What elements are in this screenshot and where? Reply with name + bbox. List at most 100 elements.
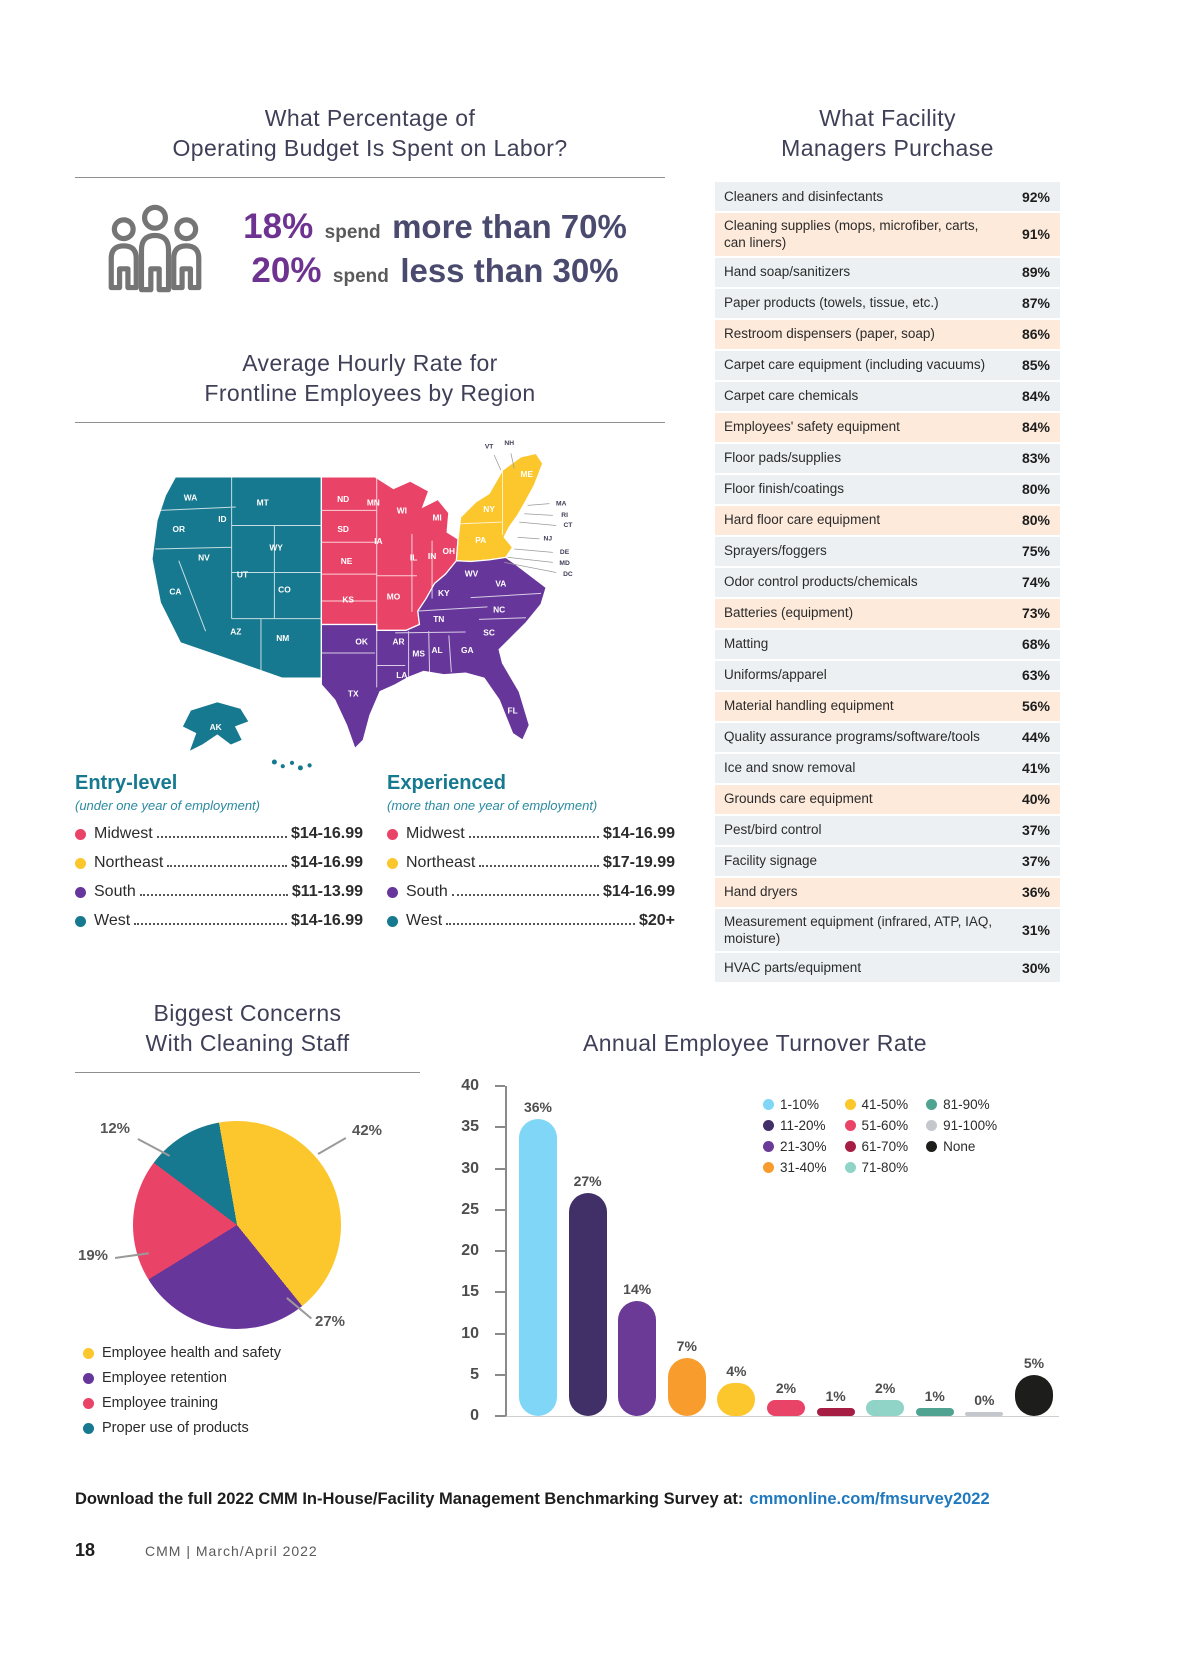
rates-title-line1: Average Hourly Rate for bbox=[242, 350, 498, 376]
labor-mid-2: spend bbox=[332, 266, 389, 287]
y-axis-tick bbox=[495, 1167, 505, 1170]
turnover-legend-dot bbox=[844, 1162, 856, 1173]
labor-pct-2: 20% bbox=[251, 251, 322, 290]
turnover-legend-item: 51-60% bbox=[844, 1115, 908, 1136]
purchase-item-label: Matting bbox=[724, 636, 769, 652]
y-axis-label: 15 bbox=[461, 1283, 479, 1301]
bar-value-label: 2% bbox=[875, 1379, 896, 1396]
purchase-item-label: Sprayers/foggers bbox=[724, 543, 827, 559]
bar-91-100%: 0% bbox=[965, 1392, 1004, 1416]
rate-item: West $20+ bbox=[387, 912, 675, 930]
rate-value: $20+ bbox=[638, 912, 675, 929]
purchase-row: Restroom dispensers (paper, soap) 86% bbox=[715, 319, 1060, 349]
state-label-ky: KY bbox=[438, 588, 450, 598]
turnover-legend-label: 81-90% bbox=[943, 1097, 990, 1112]
purchase-item-value: 86% bbox=[1021, 326, 1050, 343]
bar-1-10%: 36% bbox=[519, 1099, 557, 1416]
y-axis-label: 30 bbox=[461, 1159, 479, 1177]
turnover-legend-label: 61-70% bbox=[861, 1139, 909, 1154]
hourly-rates-section: Average Hourly Rate for Frontline Employ… bbox=[75, 348, 675, 956]
entry-level-list: Midwest $14-16.99 Northeast $14-16.99 South $… bbox=[75, 825, 363, 930]
turnover-legend-item: 81-90% bbox=[926, 1094, 997, 1115]
pie-legend-item: Proper use of products bbox=[83, 1420, 281, 1436]
state-label-pa: PA bbox=[475, 535, 486, 545]
bar-71-80%: 2% bbox=[866, 1380, 905, 1416]
region-hawaii bbox=[271, 759, 312, 771]
pie-legend: Employee health and safety Employee reten… bbox=[83, 1345, 281, 1445]
labor-section: What Percentage of Operating Budget Is S… bbox=[75, 103, 665, 296]
purchase-row: Ice and snow removal 41% bbox=[715, 753, 1060, 783]
state-label-ar: AR bbox=[392, 637, 404, 647]
y-axis-tick bbox=[495, 1291, 505, 1294]
bar-value-label: 5% bbox=[1023, 1354, 1045, 1371]
bar-value-label: 36% bbox=[523, 1099, 553, 1115]
state-label-ga: GA bbox=[461, 645, 474, 655]
state-label-wi: WI bbox=[397, 506, 407, 516]
purchase-item-value: 80% bbox=[1021, 512, 1050, 529]
bar-value-label: 1% bbox=[924, 1387, 945, 1404]
purchase-item-value: 89% bbox=[1021, 264, 1050, 281]
purchase-item-label: Batteries (equipment) bbox=[724, 605, 854, 621]
pie-label-42: 42% bbox=[352, 1122, 383, 1139]
rate-value: $14-16.99 bbox=[290, 825, 363, 842]
turnover-legend-item: 71-80% bbox=[844, 1157, 909, 1178]
download-link[interactable]: cmmonline.com/fmsurvey2022 bbox=[749, 1490, 990, 1508]
turnover-legend-dot bbox=[926, 1099, 938, 1110]
purchase-item-label: Floor pads/supplies bbox=[724, 450, 842, 466]
state-label-id: ID bbox=[218, 514, 226, 524]
purchase-item-value: 63% bbox=[1021, 667, 1050, 684]
rate-item: Midwest $14-16.99 bbox=[387, 825, 675, 843]
purchase-row: Sprayers/foggers 75% bbox=[715, 536, 1060, 566]
concerns-title: Biggest Concerns With Cleaning Staff bbox=[75, 998, 420, 1058]
y-axis-tick bbox=[495, 1332, 505, 1335]
rate-value: $17-19.99 bbox=[602, 854, 675, 871]
pie-legend-item: Employee health and safety bbox=[83, 1345, 281, 1361]
state-label-oh: OH bbox=[443, 546, 456, 556]
state-label-de: DE bbox=[560, 549, 570, 556]
pie-legend-dot bbox=[83, 1372, 94, 1384]
state-label-ks: KS bbox=[342, 595, 354, 605]
purchase-item-value: 41% bbox=[1021, 760, 1050, 777]
pie-legend-dot bbox=[83, 1422, 94, 1434]
purchase-item-value: 92% bbox=[1021, 188, 1050, 205]
purchase-row: Cleaning supplies (mops, microfiber, car… bbox=[715, 213, 1060, 256]
rates-title-line2: Frontline Employees by Region bbox=[204, 380, 536, 406]
state-label-ms: MS bbox=[412, 648, 425, 658]
turnover-legend-label: 41-50% bbox=[861, 1097, 909, 1112]
labor-title: What Percentage of Operating Budget Is S… bbox=[75, 103, 665, 163]
region-label: Midwest bbox=[94, 825, 153, 842]
purchases-title-line1: What Facility bbox=[819, 105, 956, 131]
purchase-item-value: 73% bbox=[1021, 605, 1050, 622]
labor-title-line2: Operating Budget Is Spent on Labor? bbox=[172, 135, 568, 161]
state-label-il: IL bbox=[410, 553, 417, 563]
turnover-legend-item: None bbox=[926, 1136, 997, 1157]
turnover-legend-label: None bbox=[943, 1139, 976, 1154]
y-axis-label: 20 bbox=[461, 1242, 479, 1259]
state-label-wy: WY bbox=[269, 543, 283, 553]
labor-stat-line1: 18% spend more than 70% bbox=[205, 207, 665, 247]
bar-value-label: 14% bbox=[623, 1280, 652, 1297]
purchase-item-label: Ice and snow removal bbox=[724, 760, 856, 776]
turnover-legend-label: 71-80% bbox=[861, 1160, 909, 1175]
purchase-item-label: Facility signage bbox=[724, 853, 818, 869]
dotted-leader bbox=[156, 826, 287, 838]
y-axis-tick bbox=[495, 1085, 505, 1087]
turnover-legend-item: 1-10% bbox=[763, 1094, 827, 1115]
rate-item: Midwest $14-16.99 bbox=[75, 825, 363, 843]
pie-legend-item: Employee retention bbox=[83, 1370, 281, 1386]
turnover-legend-label: 31-40% bbox=[780, 1160, 827, 1175]
pie-legend-label: Proper use of products bbox=[102, 1420, 249, 1436]
y-axis-tick bbox=[495, 1208, 505, 1211]
purchase-row: Floor pads/supplies 83% bbox=[715, 443, 1060, 473]
rate-value: $14-16.99 bbox=[602, 883, 675, 900]
state-label-ak: AK bbox=[210, 722, 222, 732]
rate-value: $14-16.99 bbox=[602, 825, 675, 842]
purchase-item-value: 80% bbox=[1021, 481, 1050, 498]
purchase-item-value: 31% bbox=[1021, 921, 1050, 938]
dotted-leader bbox=[167, 855, 287, 867]
divider bbox=[75, 177, 665, 178]
purchase-item-label: Employees' safety equipment bbox=[724, 419, 900, 435]
state-label-md: MD bbox=[559, 560, 570, 567]
y-axis-tick bbox=[495, 1373, 505, 1376]
people-icon bbox=[108, 204, 202, 293]
